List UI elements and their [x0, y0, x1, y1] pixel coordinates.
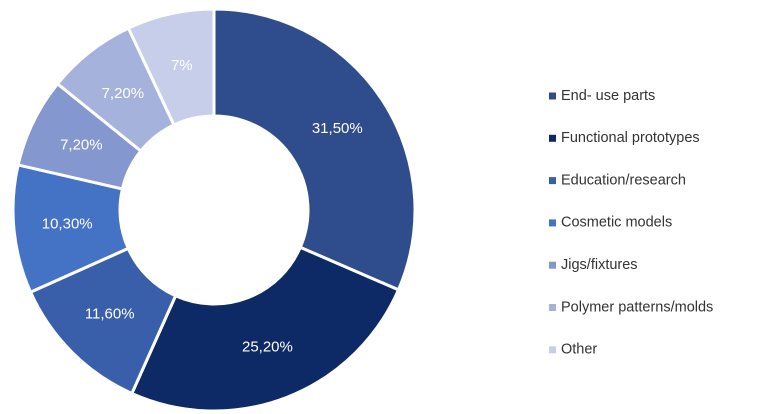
legend-text: Jigs/fixtures [561, 257, 638, 273]
legend-text: Functional prototypes [561, 130, 700, 146]
slice-label: 11,60% [85, 305, 135, 322]
legend-marker [549, 177, 556, 185]
legend-marker [549, 219, 556, 227]
legend-text: Other [561, 342, 597, 358]
slice [212, 7, 417, 292]
legend-marker [549, 304, 556, 311]
legend-text: End- use parts [561, 88, 655, 104]
legend-text: Education/research [561, 172, 686, 188]
legend-text: Polymer patterns/molds [561, 299, 713, 315]
slice [129, 245, 401, 413]
slice-label: 10,30% [42, 215, 93, 232]
slice-label: 7,20% [102, 85, 145, 102]
slice-label: 7,20% [60, 136, 103, 153]
slice-label: 25,20% [242, 338, 293, 355]
slice-label: 7% [171, 57, 193, 74]
legend-text: Cosmetic models [561, 215, 672, 231]
legend-marker [549, 346, 556, 354]
legend-marker [549, 261, 556, 269]
slice-label: 31,50% [312, 120, 363, 137]
legend-marker [549, 134, 556, 142]
legend-marker [549, 92, 556, 100]
slice [126, 7, 216, 127]
